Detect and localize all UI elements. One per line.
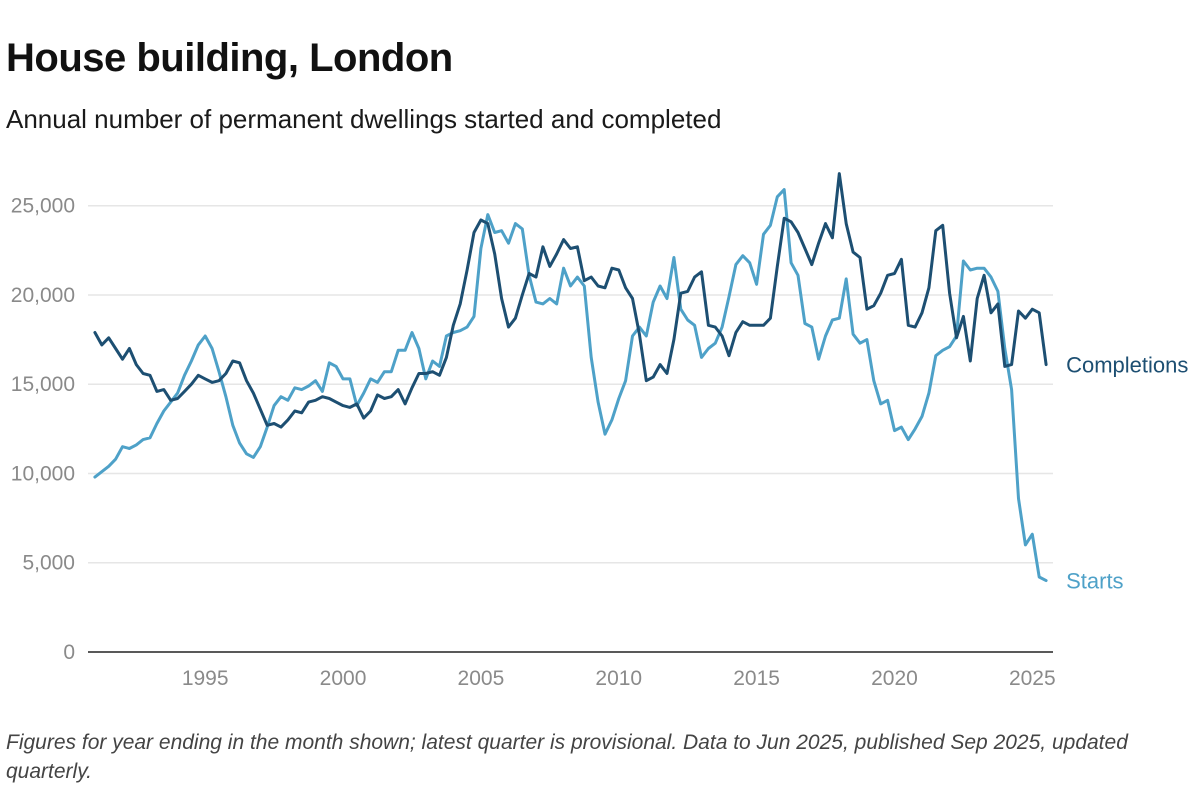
x-tick-label: 2015 (733, 667, 780, 690)
x-tick-label: 2005 (458, 667, 505, 690)
x-tick-label: 2020 (871, 667, 918, 690)
series-lines (93, 172, 1048, 583)
y-axis: 0 5,000 10,000 15,000 20,000 25,000 (11, 195, 75, 664)
x-axis: 1995 2000 2005 2010 2015 2020 2025 (88, 651, 1056, 690)
series-line-completions (93, 172, 1048, 429)
x-tick-label: 2000 (320, 667, 367, 690)
y-tick-label: 5,000 (22, 552, 75, 575)
gridlines (88, 204, 1053, 564)
x-tick-label: 1995 (182, 667, 229, 690)
chart-subtitle: Annual number of permanent dwellings sta… (6, 104, 722, 134)
y-tick-label: 25,000 (11, 195, 75, 218)
y-tick-label: 20,000 (11, 284, 75, 307)
y-tick-label: 0 (63, 641, 75, 664)
series-labels: Completions Starts (1066, 353, 1188, 594)
series-label-completions: Completions (1066, 353, 1188, 378)
chart-footnote: Figures for year ending in the month sho… (6, 731, 1128, 783)
series-label-starts: Starts (1066, 569, 1123, 594)
series-line-starts (93, 188, 1048, 583)
line-chart: 0 5,000 10,000 15,000 20,000 25,000 1995 2000 2… (11, 172, 1188, 690)
y-tick-label: 15,000 (11, 373, 75, 396)
chart-title: House building, London (6, 36, 453, 80)
x-tick-label: 2010 (595, 667, 642, 690)
x-tick-label: 2025 (1009, 667, 1056, 690)
y-tick-label: 10,000 (11, 462, 75, 485)
